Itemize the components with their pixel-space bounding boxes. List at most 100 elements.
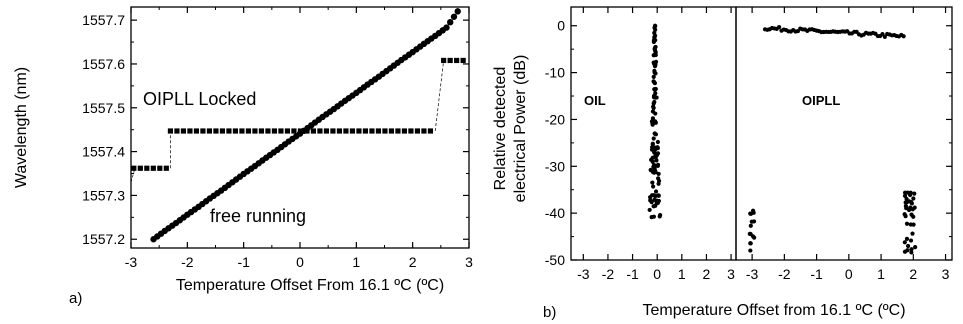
panel-a-ytick-label: 1557.5 — [82, 100, 125, 116]
oipll-locked-point — [150, 165, 156, 171]
power-point — [653, 24, 658, 29]
panel-a-label: a) — [69, 290, 82, 307]
power-point — [647, 207, 652, 213]
panel-b-xtick-label: -1 — [810, 266, 823, 282]
power-point — [651, 39, 656, 45]
oipll-locked-point — [454, 57, 460, 64]
panel-b-xtick-label: 0 — [653, 266, 661, 282]
power-point — [909, 212, 914, 217]
oipll-locked-point — [421, 128, 427, 134]
power-point — [902, 240, 907, 245]
power-point — [902, 249, 908, 254]
panel-b-subplot-frame-oipll — [735, 6, 953, 261]
power-point — [651, 184, 656, 189]
power-point — [652, 87, 657, 92]
power-point — [904, 206, 909, 211]
panel-b-ylabel-line2: electrical Power (dB) — [512, 55, 529, 203]
power-point — [651, 74, 656, 79]
power-point — [904, 221, 910, 226]
power-point — [903, 200, 908, 205]
panel-b-xtick-label: 3 — [942, 266, 950, 282]
oipll-locked-point — [362, 128, 369, 134]
oipll-locked-point — [232, 128, 239, 134]
power-point — [911, 196, 916, 201]
oipll-locked-point — [369, 128, 375, 134]
power-point — [903, 214, 908, 219]
power-point — [912, 205, 917, 210]
oipll-locked-connector — [434, 60, 444, 132]
oipll-locked-point — [131, 165, 137, 171]
power-point — [654, 95, 659, 100]
power-point — [904, 196, 909, 202]
power-point — [909, 247, 914, 252]
power-point — [653, 48, 658, 53]
power-point — [653, 194, 658, 199]
panel-b-ytick-label: -40 — [545, 205, 565, 221]
panel-a-ylabel: Wavelength (nm) — [13, 67, 30, 188]
oipll-locked-point — [265, 128, 271, 134]
power-point — [750, 208, 756, 213]
panel-b-subplot-label: OIPLL — [802, 93, 840, 108]
oipll-locked-point — [310, 128, 317, 134]
panel-a-xtick-label: 1 — [352, 254, 360, 270]
power-point — [908, 205, 913, 210]
power-point — [904, 236, 910, 241]
panel-b-ylabel-line1: Relative detected — [492, 67, 509, 191]
oipll-locked-point — [343, 128, 349, 134]
oipll-locked-point — [271, 128, 278, 134]
panel-b-xtick-label: -2 — [778, 266, 791, 282]
power-point — [652, 99, 657, 105]
panel-a-xtick-label: 3 — [465, 254, 473, 270]
power-point — [913, 244, 918, 250]
oipll-locked-point — [304, 128, 310, 134]
oipll-locked-point — [414, 128, 421, 134]
power-point — [902, 193, 908, 199]
power-point — [653, 52, 658, 58]
panel-b-xtick-label: 2 — [909, 266, 917, 282]
panel-b-xtick-label: 2 — [703, 266, 711, 282]
power-point — [650, 109, 656, 114]
oipll-locked-point — [239, 128, 245, 134]
oipll-locked-point — [349, 128, 356, 134]
oipll-locked-point — [219, 128, 226, 134]
power-point — [649, 200, 654, 205]
oipll-locked-point — [180, 128, 187, 134]
panel-b-xtick-label: 1 — [678, 266, 686, 282]
oipll-locked-point — [163, 165, 169, 171]
panel-a-ytick-label: 1557.4 — [82, 144, 125, 160]
oipll-locked-point — [258, 128, 265, 134]
panel-a-xtick-label: 0 — [296, 254, 304, 270]
power-point — [909, 250, 914, 255]
oipll-locked-point — [245, 128, 252, 134]
oipll-locked-point — [375, 128, 382, 134]
oipll-locked-point — [200, 128, 206, 134]
power-point — [651, 136, 656, 141]
oipll-locked-point — [284, 128, 291, 134]
power-point — [748, 241, 753, 246]
power-point — [651, 204, 656, 209]
panel-a-ytick-label: 1557.3 — [82, 187, 125, 203]
free-running-point — [450, 13, 458, 20]
power-point — [653, 170, 658, 175]
oipll-locked-point — [356, 128, 362, 134]
power-point — [911, 222, 916, 227]
power-point — [882, 34, 887, 39]
annotation-oipll-locked: OIPLL Locked — [143, 89, 256, 109]
oipll-locked-point — [213, 128, 219, 134]
power-point — [648, 195, 653, 200]
panel-a-xtick-label: -2 — [181, 254, 194, 270]
panel-b-series-oil — [647, 23, 663, 220]
oipll-locked-point — [447, 57, 453, 64]
oipll-locked-point — [291, 128, 297, 134]
oipll-locked-point — [401, 128, 408, 134]
power-point — [652, 64, 658, 69]
power-point — [748, 248, 753, 253]
power-point — [651, 162, 657, 168]
panel-b-xlabel: Temperature Offset from 16.1 ºC (ºC) — [642, 302, 905, 319]
power-point — [650, 159, 655, 164]
annotation-free-running: free running — [210, 206, 306, 226]
panel-b-subplot-label: OIL — [584, 93, 606, 108]
power-point — [651, 79, 656, 84]
panel-b-xtick-label: -1 — [626, 266, 639, 282]
